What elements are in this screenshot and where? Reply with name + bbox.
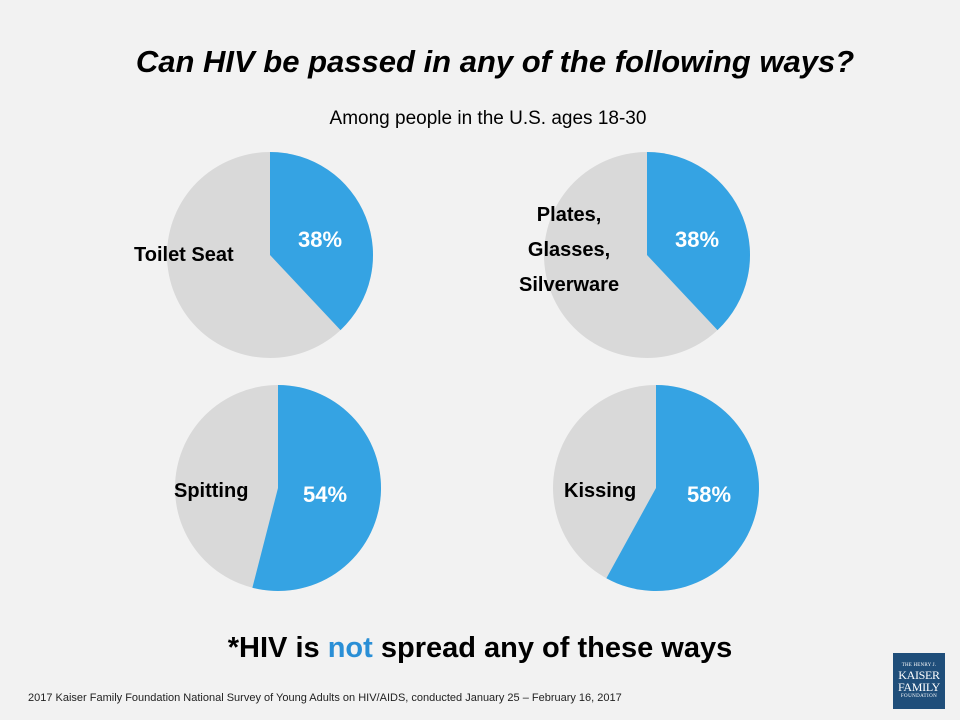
pie-chart-plates-glasses-silverware [527,135,767,375]
pie-svg [553,385,759,591]
pie-svg [544,152,750,358]
logo-line: FOUNDATION [900,693,938,699]
pie-slice-yes [252,385,382,591]
pie-label-line: Glasses, [527,239,611,261]
pie-label-plates-glasses-silverware: Plates, Glasses, Silverware [519,198,619,303]
chart-title: Can HIV be passed in any of the followin… [135,44,855,79]
pie-svg [167,152,373,358]
logo-line: FAMILY [897,679,941,694]
chart-subtitle: Among people in the U.S. ages 18-30 [329,108,647,129]
pie-label-kissing: Kissing [564,480,637,502]
footnote-highlight: not [327,632,373,664]
source-note: 2017 Kaiser Family Foundation National S… [28,692,622,704]
pie-label-spitting: Spitting [174,480,249,502]
pie-value-kissing: 58% [687,482,732,507]
logo-line: KAISER [898,667,940,682]
pie-slice-yes [606,385,759,591]
logo-line: THE HENRY J. [901,662,937,668]
pie-slice-yes [270,152,373,331]
pie-chart-kissing [536,368,776,608]
pie-chart-toilet-seat [150,135,390,375]
footnote-suffix: spread any of these ways [372,632,733,664]
pie-label-line: Silverware [519,274,620,296]
footnote: *HIV is not spread any of these ways [0,632,960,665]
pie-value-plates-glasses-silverware: 38% [675,227,720,252]
pie-svg [175,385,382,591]
footnote-prefix: *HIV is [227,632,328,664]
kff-logo: THE HENRY J. KAISER FAMILY FOUNDATION [893,653,945,709]
pie-slice-yes [647,152,750,331]
pie-label-toilet-seat: Toilet Seat [134,244,234,266]
pie-value-spitting: 54% [303,482,348,507]
pie-label-line: Plates, [536,204,602,226]
pie-chart-spitting [158,368,398,608]
pie-value-toilet-seat: 38% [298,227,343,252]
